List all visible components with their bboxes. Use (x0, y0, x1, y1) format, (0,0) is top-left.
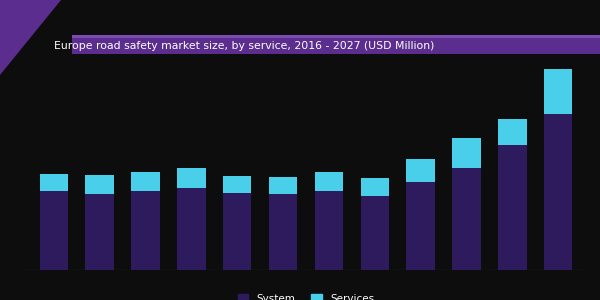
Bar (452, 168, 481, 270)
Bar (544, 114, 572, 270)
Bar (85, 194, 114, 270)
Bar (131, 172, 160, 190)
Bar (315, 172, 343, 190)
Bar (85, 175, 114, 194)
Bar (544, 69, 572, 114)
Bar (223, 176, 251, 193)
Bar (361, 196, 389, 270)
Bar (315, 190, 343, 270)
Bar (361, 178, 389, 196)
Bar (177, 168, 206, 188)
Bar (269, 194, 297, 270)
Bar (40, 174, 68, 190)
Bar (452, 138, 481, 168)
Bar (131, 190, 160, 270)
Legend: System, Services: System, Services (235, 290, 377, 300)
Bar (406, 182, 435, 270)
Bar (498, 145, 527, 270)
Bar (40, 190, 68, 270)
Bar (223, 193, 251, 270)
Bar (177, 188, 206, 270)
Bar (498, 119, 527, 145)
Text: Europe road safety market size, by service, 2016 - 2027 (USD Million): Europe road safety market size, by servi… (54, 41, 434, 51)
Polygon shape (0, 0, 61, 75)
Bar (269, 177, 297, 194)
Bar (406, 159, 435, 182)
